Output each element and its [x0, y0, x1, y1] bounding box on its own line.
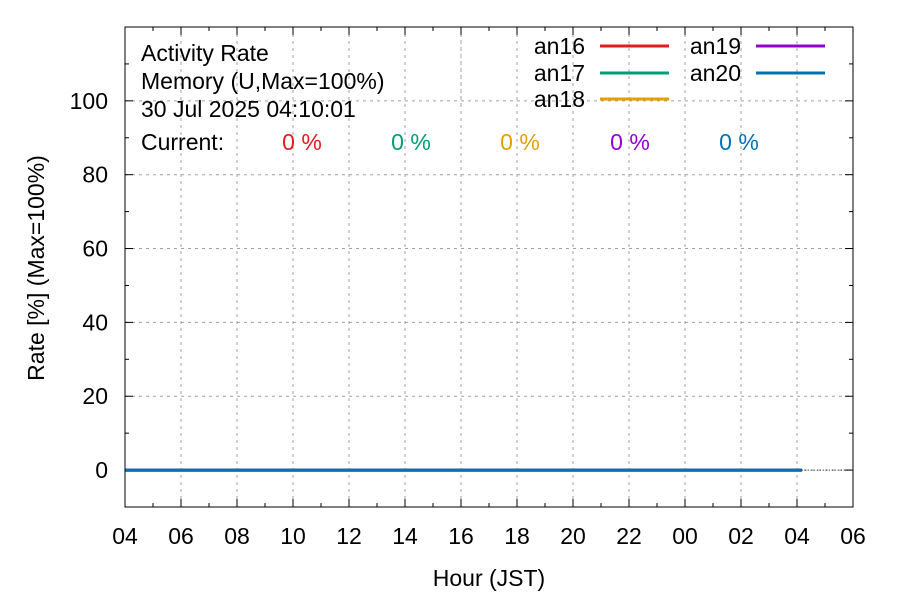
current-value-an18: 0 %	[500, 129, 540, 155]
y-tick-label: 20	[82, 383, 108, 409]
x-tick-label: 20	[560, 523, 586, 549]
y-tick-label: 100	[70, 88, 108, 114]
info-title: Activity Rate	[141, 40, 269, 66]
current-value-an20: 0 %	[719, 129, 759, 155]
legend-label-an17: an17	[534, 60, 585, 86]
y-tick-label: 0	[95, 457, 108, 483]
plot-frame	[124, 26, 854, 508]
legend-label-an16: an16	[534, 33, 585, 59]
current-label: Current:	[141, 129, 224, 155]
x-tick-labels: 04 06 08 10 12 14 16 18 20 22 00 02 04 06	[112, 523, 866, 549]
x-tick-label: 16	[448, 523, 474, 549]
x-tick-label: 06	[168, 523, 194, 549]
x-tick-label: 00	[672, 523, 698, 549]
x-tick-label: 04	[784, 523, 810, 549]
y-tick-labels: 0 20 40 60 80 100	[70, 88, 108, 483]
current-value-an16: 0 %	[282, 129, 322, 155]
grid-lines	[125, 27, 853, 507]
current-value-an17: 0 %	[391, 129, 431, 155]
info-subtitle: Memory (U,Max=100%)	[141, 68, 384, 94]
x-tick-label: 10	[280, 523, 306, 549]
x-tick-label: 18	[504, 523, 530, 549]
legend-label-an19: an19	[690, 33, 741, 59]
x-axis-label: Hour (JST)	[433, 565, 545, 591]
x-tick-label: 04	[112, 523, 138, 549]
x-tick-label: 12	[336, 523, 362, 549]
x-tick-label: 08	[224, 523, 250, 549]
y-tick-label: 40	[82, 309, 108, 335]
info-timestamp: 30 Jul 2025 04:10:01	[141, 96, 356, 122]
y-tick-label: 80	[82, 162, 108, 188]
x-tick-label: 22	[616, 523, 642, 549]
legend-label-an18: an18	[534, 86, 585, 112]
current-value-an19: 0 %	[610, 129, 650, 155]
x-tick-label: 06	[840, 523, 866, 549]
x-tick-label: 14	[392, 523, 418, 549]
legend-label-an20: an20	[690, 60, 741, 86]
x-tick-label: 02	[728, 523, 754, 549]
y-axis-label: Rate [%] (Max=100%)	[23, 155, 49, 381]
current-values: 0 % 0 % 0 % 0 % 0 %	[282, 129, 759, 155]
y-tick-label: 60	[82, 236, 108, 262]
